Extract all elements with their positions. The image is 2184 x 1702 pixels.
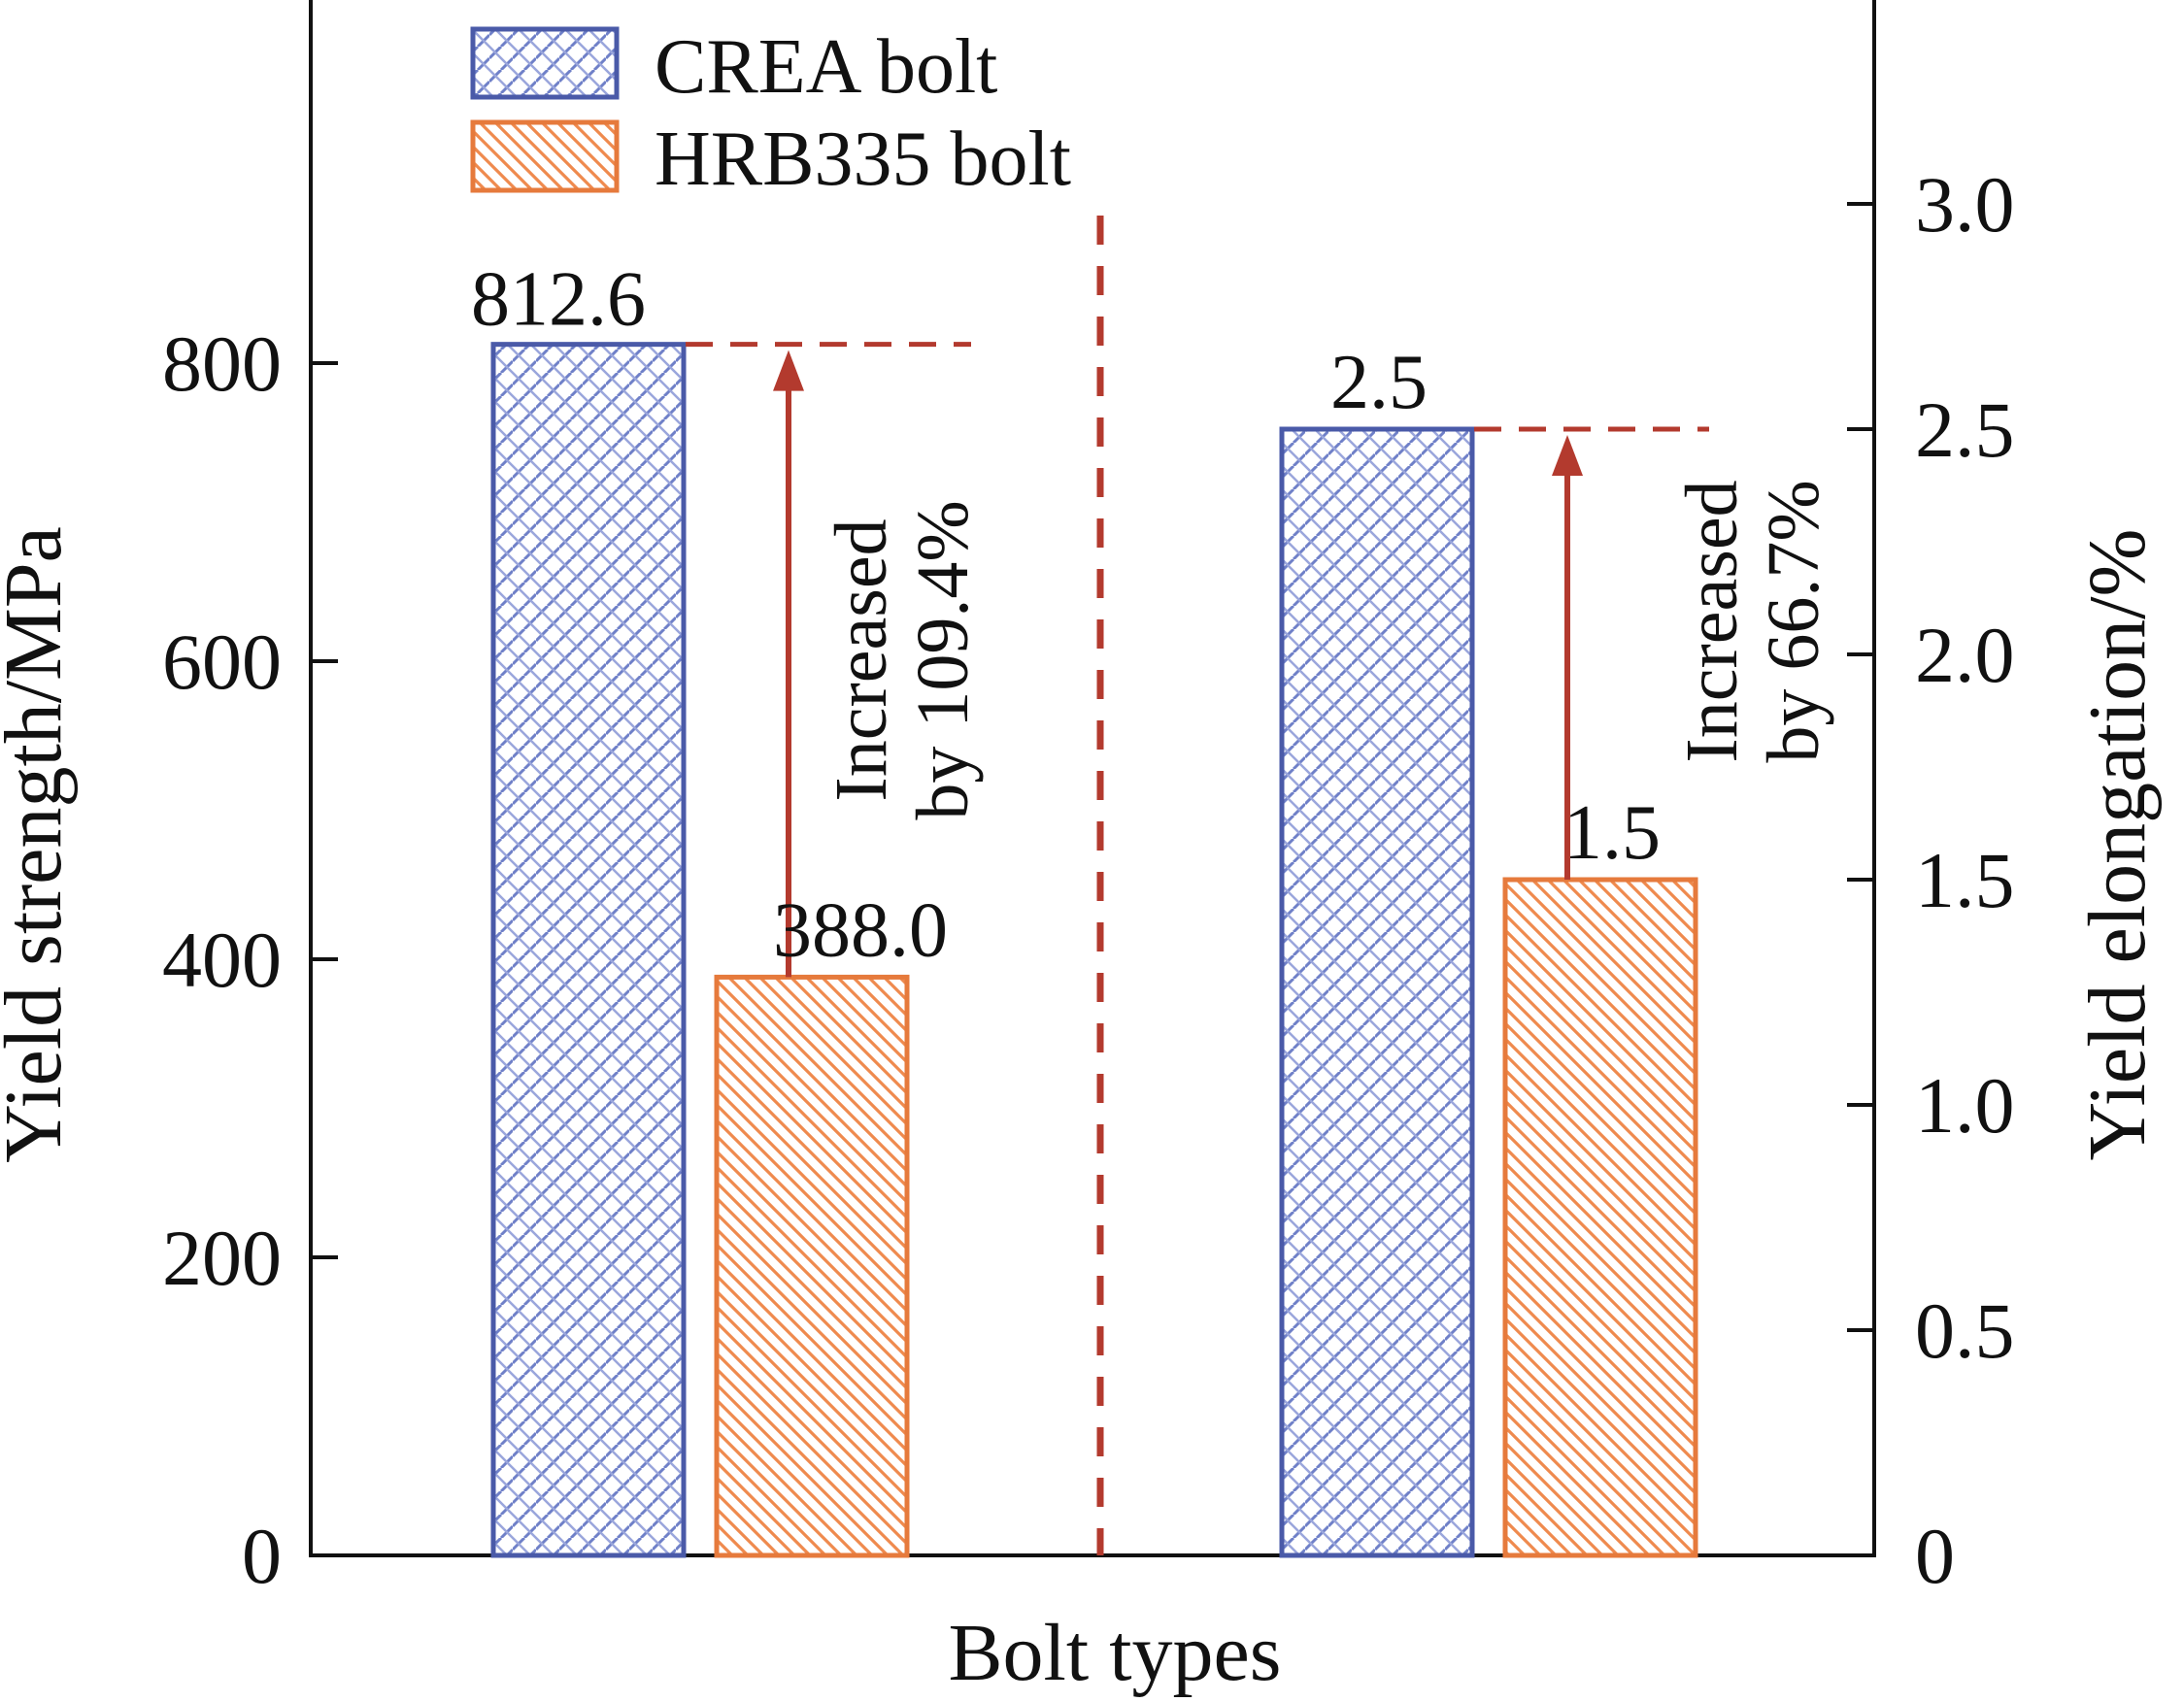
legend: CREA bolt HRB335 bolt xyxy=(470,24,1071,202)
legend-label-crea: CREA bolt xyxy=(655,24,997,110)
annotation-strength-line2: by 109.4% xyxy=(902,500,984,819)
bar-strength-hrb335 xyxy=(714,974,910,1558)
arrowhead-strength xyxy=(773,350,804,391)
legend-swatch-crea xyxy=(470,26,620,100)
left-tick-label-3: 600 xyxy=(162,617,282,706)
right-tick-label-5: 2.5 xyxy=(1915,385,2015,474)
right-axis-title: Yield elongation/% xyxy=(2072,529,2163,1161)
annotation-strength-line1: Increased xyxy=(821,518,902,801)
left-y-axis: 0 200 400 600 800 xyxy=(162,319,338,1600)
right-y-axis: 0 0.5 1.0 1.5 2.0 2.5 3.0 xyxy=(1847,160,2015,1600)
right-tick-label-4: 2.0 xyxy=(1915,611,2015,699)
label-elongation-crea: 2.5 xyxy=(1330,340,1428,425)
right-tick-label-2: 1.0 xyxy=(1915,1061,2015,1150)
left-tick-label-1: 200 xyxy=(162,1214,282,1302)
legend-label-hrb335: HRB335 bolt xyxy=(655,117,1071,202)
bar-strength-crea xyxy=(490,342,687,1558)
annotation-elongation-line1: Increased xyxy=(1671,480,1753,762)
legend-swatch-hrb335 xyxy=(470,119,620,193)
right-tick-label-0: 0 xyxy=(1915,1512,1955,1600)
label-strength-hrb335: 388.0 xyxy=(773,887,948,973)
left-tick-label-0: 0 xyxy=(242,1512,282,1600)
annotation-strength: Increased by 109.4% xyxy=(821,500,984,819)
right-tick-label-1: 0.5 xyxy=(1915,1286,2015,1375)
label-strength-crea: 812.6 xyxy=(471,257,646,343)
bars xyxy=(490,342,1698,1558)
x-axis-title: Bolt types xyxy=(948,1608,1281,1698)
arrowhead-elongation xyxy=(1552,435,1583,476)
annotation-elongation: Increased by 66.7% xyxy=(1671,480,1834,762)
annotation-elongation-line2: by 66.7% xyxy=(1753,480,1834,762)
right-tick-label-6: 3.0 xyxy=(1915,160,2015,249)
label-elongation-hrb335: 1.5 xyxy=(1563,790,1661,876)
bar-elongation-hrb335 xyxy=(1502,877,1698,1558)
bar-elongation-crea xyxy=(1279,426,1475,1558)
right-tick-label-3: 1.5 xyxy=(1915,836,2015,924)
left-tick-label-2: 400 xyxy=(162,916,282,1004)
left-axis-title: Yield strength/MPa xyxy=(0,526,79,1163)
left-tick-label-4: 800 xyxy=(162,319,282,408)
